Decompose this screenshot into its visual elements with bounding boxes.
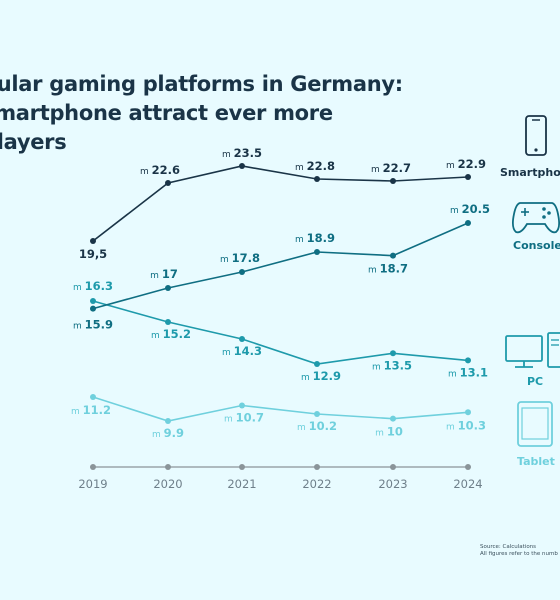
x-tick-dot — [314, 464, 320, 470]
tablet-data-label: m 10.7 — [224, 411, 264, 425]
pc-data-label: m 12.9 — [301, 369, 341, 383]
legend-label-smartphone: Smartphone — [500, 166, 560, 179]
x-tick-dot — [465, 464, 471, 470]
x-tick-dot — [90, 464, 96, 470]
source-line: All figures refer to the numb — [480, 551, 558, 557]
tablet-icon — [517, 401, 553, 447]
tablet-data-label: m 9.9 — [152, 426, 184, 440]
gamepad-icon-button — [547, 211, 551, 215]
smartphone-data-point — [465, 174, 471, 180]
pc-data-label: m 13.1 — [448, 365, 488, 379]
pc-data-point — [314, 361, 320, 367]
monitor-icon-screen — [505, 335, 543, 362]
x-tick-label: 2020 — [153, 477, 182, 491]
smartphone-data-point — [90, 238, 96, 244]
tablet-icon-screen — [521, 407, 549, 440]
console-series-line — [92, 222, 469, 310]
title-line: smartphone attract ever more — [0, 101, 333, 125]
pc-data-point — [90, 298, 96, 304]
tablet-series-line — [92, 396, 469, 422]
console-data-label: m 17 — [150, 267, 178, 281]
tablet-data-point — [90, 394, 96, 400]
gamepad-icon — [511, 202, 560, 234]
smartphone-data-label: m 22.7 — [371, 161, 411, 175]
console-data-point — [239, 269, 245, 275]
gamepad-icon-body — [511, 202, 560, 234]
console-data-point — [90, 305, 96, 312]
tablet-data-label: m 10.3 — [446, 418, 486, 432]
computer-tower-icon — [547, 332, 560, 368]
smartphone-data-point — [314, 176, 320, 182]
console-data-label: m 20.5 — [450, 202, 490, 216]
smartphone-icon-body — [525, 115, 547, 156]
x-tick-label: 2024 — [453, 477, 482, 491]
title-line: players — [0, 130, 67, 154]
smartphone-data-point — [165, 180, 171, 186]
monitor-icon — [505, 332, 560, 368]
legend-label-console: Console — [513, 239, 560, 252]
legend-label-tablet: Tablet — [517, 455, 555, 468]
x-tick-dot — [165, 464, 171, 470]
x-tick-label: 2023 — [378, 477, 407, 491]
pc-data-label: m 16.3 — [73, 279, 113, 293]
pc-data-point — [239, 336, 245, 342]
tablet-data-point — [165, 418, 171, 424]
x-tick-label: 2019 — [78, 477, 107, 491]
console-data-point — [165, 285, 171, 291]
tablet-data-point — [314, 411, 320, 417]
tablet-data-point — [390, 415, 396, 422]
console-data-point — [465, 220, 471, 226]
smartphone-data-point — [390, 178, 396, 184]
x-tick-label: 2021 — [227, 477, 256, 491]
smartphone-data-point — [239, 163, 245, 169]
tablet-data-point — [465, 409, 471, 416]
console-data-point — [314, 249, 320, 255]
pc-data-label: m 14.3 — [222, 344, 262, 358]
tablet-icon-body — [517, 401, 553, 447]
console-data-label: m 18.7 — [368, 262, 408, 276]
tablet-data-point — [239, 402, 245, 409]
console-data-label: m 18.9 — [295, 231, 335, 245]
gamepad-icon-button — [542, 207, 546, 211]
gamepad-icon-button — [542, 215, 546, 219]
source-line: Source: Calculations — [480, 544, 537, 550]
chart-title: pular gaming platforms in Germany: smart… — [0, 70, 422, 157]
title-line: pular gaming platforms in Germany: — [0, 72, 403, 96]
tablet-data-label: m 10.2 — [297, 419, 337, 433]
pc-data-point — [465, 357, 471, 364]
pc-series-line — [92, 300, 469, 365]
smartphone-series-line — [92, 165, 469, 242]
x-tick-dot — [239, 464, 245, 470]
smartphone-data-label: m 22.6 — [140, 163, 180, 177]
pc-data-label: m 15.2 — [151, 327, 191, 341]
pc-data-label: m 13.5 — [372, 358, 412, 372]
smartphone-data-label: 19,5 — [79, 247, 107, 261]
pc-data-point — [165, 319, 171, 325]
x-tick-label: 2022 — [302, 477, 331, 491]
console-data-label: m 15.9 — [73, 318, 113, 332]
tablet-data-label: m 11.2 — [71, 403, 111, 417]
smartphone-icon-button — [534, 148, 538, 152]
console-data-label: m 17.8 — [220, 251, 260, 265]
console-data-point — [390, 252, 396, 259]
smartphone-icon — [525, 115, 547, 156]
smartphone-data-label: m 23.5 — [222, 146, 262, 160]
smartphone-data-label: m 22.9 — [446, 157, 486, 171]
smartphone-data-label: m 22.8 — [295, 159, 335, 173]
pc-data-point — [390, 350, 396, 357]
x-tick-dot — [390, 464, 396, 470]
tablet-data-label: m 10 — [375, 425, 403, 439]
legend-label-pc: PC — [527, 375, 543, 388]
source-note: Source: Calculations All figures refer t… — [480, 544, 560, 558]
